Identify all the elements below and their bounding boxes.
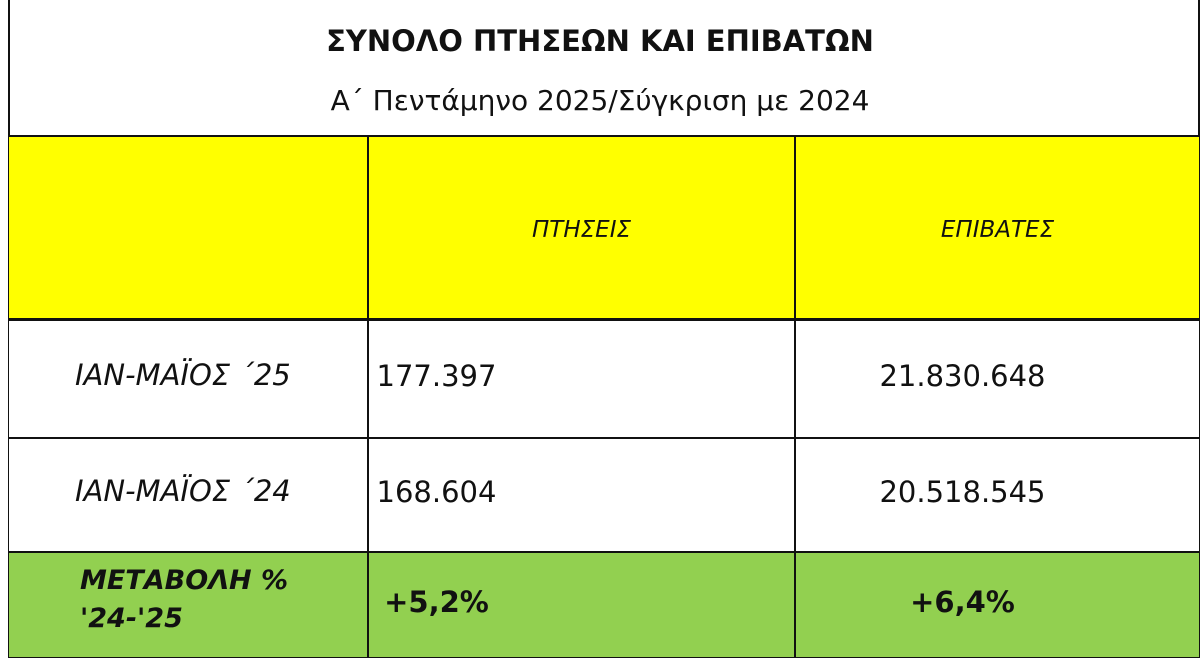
header-cell — [795, 135, 1200, 320]
cell-value: 177.397 — [376, 359, 497, 393]
row-label: ΙΑΝ-ΜΑΪΟΣ ΄24 — [75, 474, 291, 508]
column-header: ΠΤΗΣΕΙΣ — [531, 217, 632, 243]
cell-value: 20.518.545 — [879, 475, 1046, 509]
table-cell — [368, 552, 795, 658]
cell-value: 168.604 — [376, 475, 497, 509]
table-cell — [795, 552, 1200, 658]
table-cell — [795, 320, 1200, 438]
header-cell — [8, 135, 368, 320]
row-label: ΙΑΝ-ΜΑΪΟΣ ΄25 — [75, 358, 291, 392]
row-label: ΜΕΤΑΒΟΛΗ % — [80, 565, 289, 596]
table-cell — [8, 438, 368, 552]
table-cell — [368, 438, 795, 552]
column-header: ΕΠΙΒΑΤΕΣ — [940, 217, 1055, 243]
table-cell — [795, 438, 1200, 552]
table-cell — [8, 320, 368, 438]
cell-value: 21.830.648 — [879, 359, 1046, 393]
cell-value: +5,2% — [384, 585, 489, 619]
subtitle: Α΄ Πεντάμηνο 2025/Σύγκριση με 2024 — [330, 84, 870, 117]
table-cell — [8, 552, 368, 658]
row-label: '24-'25 — [80, 603, 183, 634]
title: ΣΥΝΟΛΟ ΠΤΗΣΕΩΝ ΚΑΙ ΕΠΙΒΑΤΩΝ — [326, 24, 874, 58]
header-cell — [368, 135, 795, 320]
cell-value: +6,4% — [910, 585, 1015, 619]
table-cell — [368, 320, 795, 438]
